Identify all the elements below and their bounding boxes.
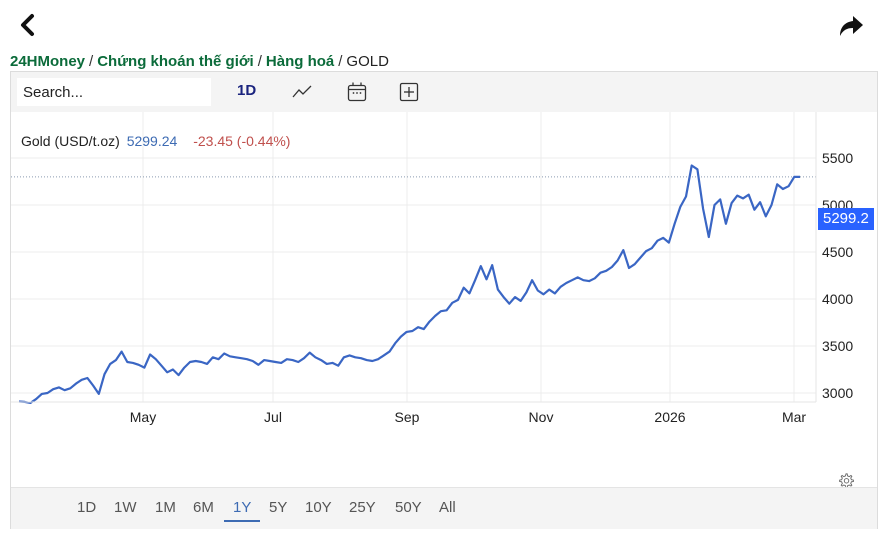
range-button-all[interactable]: All (439, 499, 456, 516)
range-button-10y[interactable]: 10Y (305, 499, 332, 516)
add-indicator-button[interactable] (397, 80, 421, 104)
date-range-button[interactable] (345, 80, 369, 104)
range-button-6m[interactable]: 6M (193, 499, 214, 516)
breadcrumb-link-commodities[interactable]: Hàng hoá (265, 53, 335, 70)
chevron-left-icon (21, 14, 34, 36)
range-button-5y[interactable]: 5Y (269, 499, 288, 516)
range-button-25y[interactable]: 25Y (349, 499, 376, 516)
range-button-50y[interactable]: 50Y (395, 499, 422, 516)
chart-legend: Gold (USD/t.oz) 5299.24 -23.45 (-0.44%) (21, 133, 290, 149)
chart-type-button[interactable] (290, 80, 314, 104)
x-axis-labels: May Jul Sep Nov 2026 Mar (130, 409, 807, 425)
calendar-icon (347, 82, 367, 102)
top-navigation-bar (0, 0, 889, 52)
breadcrumb-link-world-stocks[interactable]: Chứng khoán thế giới (97, 53, 254, 70)
x-axis-label: Nov (529, 409, 554, 425)
last-price: 5299.24 (126, 133, 178, 149)
chart-area[interactable]: 3000 3500 4000 4500 5000 5500 May Jul Sep Nov 202… (11, 112, 877, 462)
range-button-1m[interactable]: 1M (155, 499, 176, 516)
y-axis-label: 4500 (822, 244, 853, 260)
chart-gridlines (11, 112, 816, 402)
y-axis-label: 3000 (822, 385, 853, 401)
plus-square-icon (399, 82, 419, 102)
x-axis-label: Mar (782, 409, 806, 425)
range-button-1w[interactable]: 1W (114, 499, 137, 516)
interval-button[interactable]: 1D (237, 82, 257, 99)
line-chart-icon (292, 85, 312, 98)
last-price-tag: 5299.2 (818, 208, 874, 230)
x-axis-label: 2026 (654, 409, 685, 425)
share-button[interactable] (838, 14, 864, 38)
range-button-1y[interactable]: 1Y (224, 499, 261, 522)
search-input[interactable] (17, 78, 211, 106)
x-axis-label: Sep (395, 409, 420, 425)
y-axis-label: 3500 (822, 338, 853, 354)
breadcrumb-link-24hmoney[interactable]: 24HMoney (10, 53, 86, 70)
breadcrumb: 24HMoney / Chứng khoán thế giới / Hàng hoá / G… (10, 53, 389, 70)
price-line (18, 164, 801, 404)
time-range-bar: 1D 1W 1M 6M 1Y 5Y 10Y 25Y 50Y All (11, 487, 877, 529)
y-axis-label: 5500 (822, 150, 853, 166)
share-arrow-icon (840, 16, 863, 36)
chart-toolbar: 1D (11, 72, 877, 112)
range-button-1d[interactable]: 1D (77, 499, 97, 516)
breadcrumb-separator: / (257, 53, 262, 70)
back-button[interactable] (16, 12, 40, 38)
y-axis-label: 4000 (822, 291, 853, 307)
breadcrumb-separator: / (338, 53, 343, 70)
instrument-name: Gold (USD/t.oz) (21, 133, 120, 149)
breadcrumb-current: GOLD (346, 53, 389, 70)
x-axis-label: Jul (264, 409, 282, 425)
breadcrumb-separator: / (89, 53, 94, 70)
x-axis-label: May (130, 409, 156, 425)
price-change: -23.45 (-0.44%) (193, 133, 291, 149)
